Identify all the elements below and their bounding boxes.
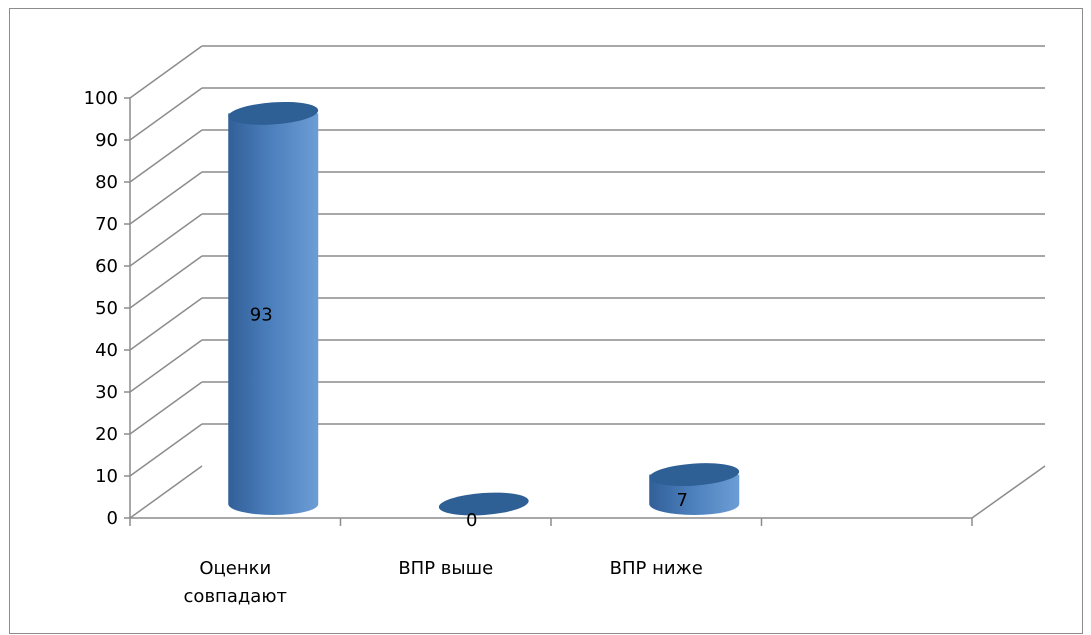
- side-gridline: [129, 339, 203, 393]
- floor-left-edge: [129, 465, 203, 519]
- axis-layer: [124, 97, 1046, 526]
- side-gridline: [129, 381, 203, 435]
- side-gridline: [129, 255, 203, 309]
- grid-layer: [129, 45, 1045, 477]
- bar-body: [228, 113, 319, 516]
- side-gridline: [129, 87, 203, 141]
- y-tick-label: 10: [95, 466, 118, 487]
- side-gridline: [129, 171, 203, 225]
- floor-right-edge: [971, 465, 1046, 519]
- side-gridline: [129, 297, 203, 351]
- bar-layer: [228, 101, 740, 516]
- side-gridline: [129, 129, 203, 183]
- data-label: 93: [250, 305, 273, 326]
- y-tick-label: 70: [95, 214, 118, 235]
- y-tick-label: 0: [107, 508, 118, 529]
- label-layer: 0102030405060708090100ОценкисовпадаютВПР…: [84, 88, 703, 607]
- bar: [228, 101, 319, 516]
- category-label: Оценки: [199, 558, 271, 579]
- y-tick-label: 50: [95, 298, 118, 319]
- category-label: совпадают: [184, 586, 287, 607]
- side-gridline: [129, 423, 203, 477]
- y-tick-label: 90: [95, 130, 118, 151]
- y-tick-label: 20: [95, 424, 118, 445]
- y-tick-label: 80: [95, 172, 118, 193]
- data-label: 7: [677, 490, 688, 511]
- side-gridline: [129, 45, 203, 99]
- y-tick-label: 60: [95, 256, 118, 277]
- chart-frame: [9, 8, 1083, 634]
- data-label: 0: [466, 510, 477, 531]
- side-gridline: [129, 213, 203, 267]
- bar-top: [228, 101, 319, 125]
- bar: [649, 463, 740, 515]
- bar-top: [649, 463, 740, 487]
- category-label: ВПР выше: [398, 558, 493, 579]
- bar: [438, 492, 529, 516]
- y-tick-label: 40: [95, 340, 118, 361]
- y-tick-label: 30: [95, 382, 118, 403]
- category-label: ВПР ниже: [610, 558, 703, 579]
- bar-top: [438, 492, 529, 516]
- y-tick-label: 100: [84, 88, 118, 109]
